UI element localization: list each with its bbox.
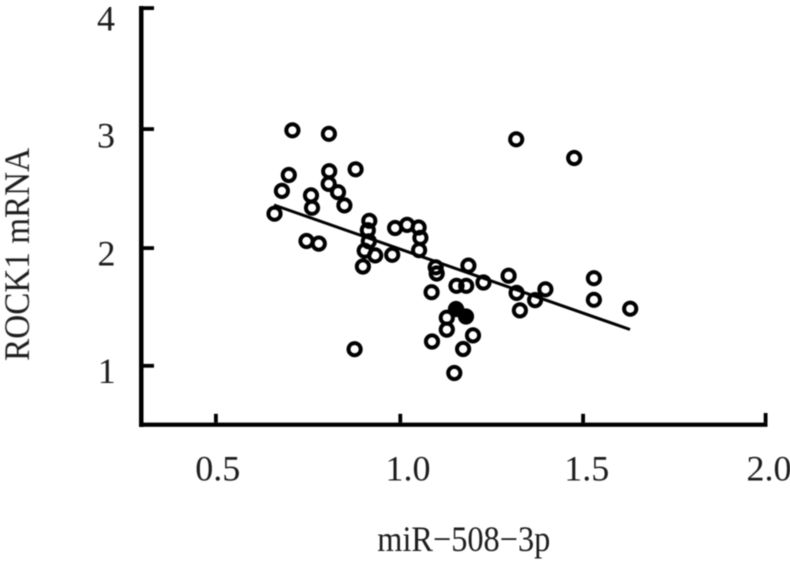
svg-text:1: 1 bbox=[98, 351, 116, 391]
svg-text:ROCK1 mRNA: ROCK1 mRNA bbox=[0, 148, 37, 361]
svg-text:1.0: 1.0 bbox=[386, 449, 431, 489]
svg-text:miR−508−3p: miR−508−3p bbox=[377, 519, 550, 559]
svg-text:2: 2 bbox=[98, 234, 116, 274]
svg-text:4: 4 bbox=[97, 0, 115, 38]
svg-text:2.0: 2.0 bbox=[747, 449, 790, 489]
svg-text:0.5: 0.5 bbox=[195, 449, 240, 489]
svg-text:3: 3 bbox=[97, 116, 115, 156]
svg-text:1.5: 1.5 bbox=[564, 449, 609, 489]
